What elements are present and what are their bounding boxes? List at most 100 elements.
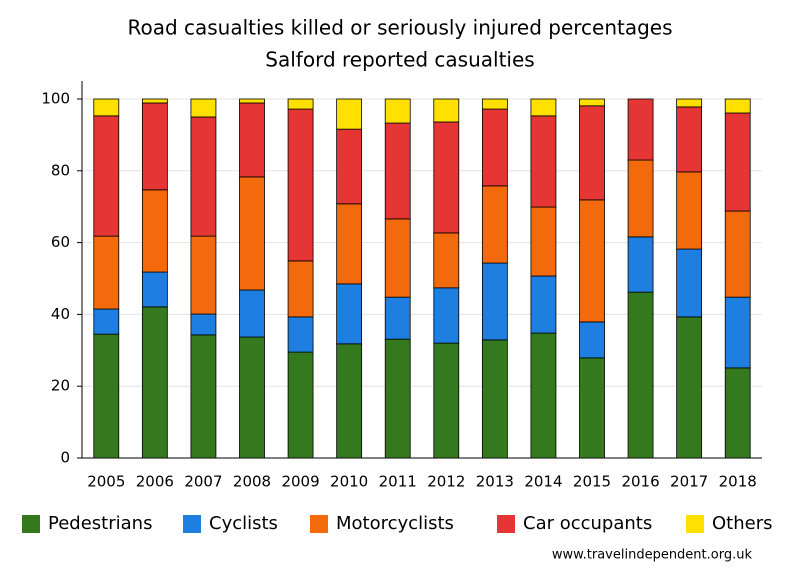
bar-segment: [141, 102, 168, 191]
bar-segment: [384, 296, 411, 340]
legend-label: Pedestrians: [48, 513, 152, 534]
bar-segment: [676, 316, 703, 459]
bar-segment: [579, 321, 605, 359]
bar-segment: [579, 105, 605, 201]
y-tick-label: 80: [51, 161, 70, 179]
chart-title: Road casualties killed or seriously inju…: [127, 16, 672, 40]
legend-swatch: [183, 515, 201, 533]
x-tick-label: 2011: [379, 473, 417, 491]
bar-segment: [287, 260, 314, 318]
bar-segment: [141, 98, 168, 104]
bar-segment: [724, 210, 751, 298]
x-tick-label: 2010: [330, 473, 368, 491]
chart-subtitle: Salford reported casualties: [265, 48, 534, 72]
y-tick-label: 60: [51, 233, 70, 251]
bar-segment: [433, 121, 460, 234]
bar-segment: [384, 98, 411, 124]
bar-segment: [530, 275, 557, 334]
bar-segment: [287, 316, 314, 353]
y-tick-label: 100: [41, 90, 70, 108]
bar-segment: [530, 98, 557, 117]
bar-segment: [239, 289, 265, 338]
bar-segment: [627, 236, 654, 293]
bar-segment: [190, 313, 217, 336]
bar-segment: [239, 176, 265, 291]
bar-segment: [433, 232, 460, 289]
bar-segment: [627, 98, 654, 161]
x-tick-label: 2015: [573, 473, 611, 491]
bar-segment: [287, 108, 314, 262]
bar-segment: [93, 308, 120, 335]
x-tick-label: 2014: [524, 473, 562, 491]
bar-segment: [579, 98, 605, 107]
bar-segment: [93, 98, 120, 117]
legend-swatch: [497, 515, 515, 533]
x-tick-label: 2017: [670, 473, 708, 491]
bar-segment: [530, 332, 557, 459]
legend-label: Cyclists: [209, 513, 278, 534]
bar-segment: [287, 98, 314, 110]
bar-segment: [627, 291, 654, 459]
x-tick-label: 2013: [476, 473, 514, 491]
legend-swatch: [686, 515, 704, 533]
x-tick-label: 2008: [233, 473, 271, 491]
bar-segment: [190, 98, 217, 118]
bar-segment: [93, 235, 120, 310]
x-tick-label: 2016: [621, 473, 659, 491]
bar-segment: [724, 367, 751, 459]
x-tick-label: 2006: [136, 473, 174, 491]
legend-label: Others: [712, 513, 773, 534]
bar-segment: [336, 203, 363, 285]
bar-segment: [481, 185, 508, 264]
bar-segment: [93, 115, 120, 237]
bar-segment: [724, 296, 751, 369]
bar-segment: [481, 108, 508, 187]
bar-segment: [190, 116, 217, 237]
bar-segment: [579, 199, 605, 323]
bar-segment: [336, 98, 363, 130]
bar-segment: [481, 339, 508, 459]
legend-label: Car occupants: [523, 513, 652, 534]
bar-segment: [384, 338, 411, 459]
bar-segment: [141, 189, 168, 273]
x-tick-label: 2007: [184, 473, 222, 491]
bar-segment: [93, 333, 120, 459]
bar-segment: [530, 115, 557, 208]
bar-segment: [676, 106, 703, 173]
source: www.travelindependent.org.uk: [552, 548, 753, 563]
bar-segment: [676, 98, 703, 108]
bar-segment: [627, 159, 654, 238]
bar-segment: [239, 336, 265, 459]
bar-segment: [336, 128, 363, 205]
bar-segment: [724, 112, 751, 212]
bar-segment: [384, 122, 411, 220]
bar-segment: [141, 306, 168, 459]
y-tick-label: 20: [51, 377, 70, 395]
x-tick-label: 2012: [427, 473, 465, 491]
x-tick-label: 2005: [87, 473, 125, 491]
bar-segment: [287, 351, 314, 459]
bar-segment: [433, 98, 460, 123]
legend-swatch: [22, 515, 40, 533]
bar-segment: [239, 98, 265, 104]
x-tick-label: 2009: [281, 473, 319, 491]
bar-segment: [336, 283, 363, 345]
bar-segment: [676, 248, 703, 318]
legend-label: Motorcyclists: [336, 513, 454, 534]
bar-segment: [433, 342, 460, 459]
y-tick-label: 0: [60, 449, 70, 467]
legend-swatch: [310, 515, 328, 533]
bar-segment: [724, 98, 751, 114]
bar-segment: [190, 334, 217, 459]
bar-segment: [433, 287, 460, 344]
y-tick-label: 40: [51, 305, 70, 323]
bar-segment: [190, 235, 217, 315]
bar-segment: [579, 357, 605, 459]
bar-segment: [481, 98, 508, 110]
bar-segment: [239, 102, 265, 178]
bar-segment: [141, 271, 168, 308]
x-tick-label: 2018: [719, 473, 757, 491]
bar-segment: [384, 218, 411, 298]
bar-segment: [336, 343, 363, 459]
